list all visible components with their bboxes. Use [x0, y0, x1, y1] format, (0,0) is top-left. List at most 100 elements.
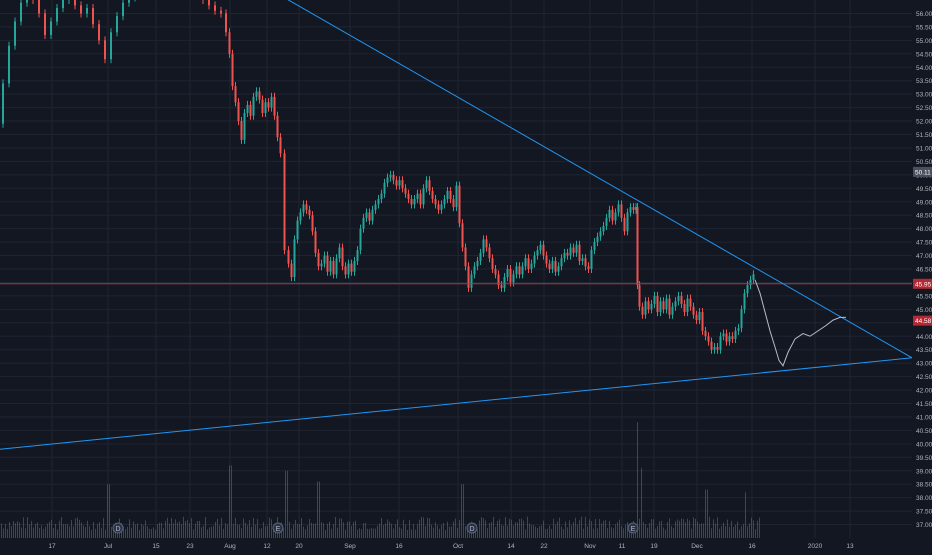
price-tag: 44.58 — [913, 315, 932, 326]
candle-body — [314, 231, 317, 253]
candle-body — [635, 207, 637, 210]
price-tick-label: 44.00 — [916, 334, 932, 341]
candle-body — [14, 21, 16, 46]
volume-bar — [383, 525, 384, 538]
candle-body — [228, 32, 231, 54]
candle-body — [461, 223, 464, 248]
candle-body — [491, 258, 494, 269]
volume-bar — [185, 521, 186, 538]
volume-bar — [239, 524, 240, 538]
volume-bar — [689, 520, 690, 538]
event-marker-circle — [466, 522, 478, 534]
volume-bar — [295, 519, 296, 538]
volume-bar — [581, 516, 582, 538]
candle-body — [255, 91, 258, 97]
candle-body — [644, 301, 647, 315]
candle-body — [38, 0, 40, 14]
volume-bar — [679, 520, 680, 538]
candle-body — [636, 207, 639, 286]
volume-bar — [109, 484, 110, 538]
candle-body — [665, 298, 668, 310]
candle-body — [329, 260, 332, 272]
volume-bar — [55, 523, 56, 538]
volume-bar — [463, 484, 464, 538]
candle-body — [680, 295, 683, 304]
volume-bar — [61, 517, 62, 538]
volume-bar — [655, 528, 656, 538]
volume-bar — [637, 422, 638, 538]
candle-body — [587, 266, 590, 269]
candle-body — [368, 212, 371, 221]
volume-bar — [499, 519, 500, 538]
volume-bar — [231, 465, 232, 538]
candle-body — [208, 0, 210, 6]
volume-bar — [447, 521, 448, 538]
volume-bar — [407, 529, 408, 538]
price-tag-label: 50.11 — [915, 169, 931, 176]
volume-bar — [681, 518, 682, 538]
candle-body — [614, 212, 617, 221]
candle-body — [578, 244, 581, 261]
volume-bar — [191, 518, 192, 538]
candle-body — [692, 306, 695, 315]
volume-bar — [233, 523, 234, 538]
volume-bar — [101, 528, 102, 538]
price-tick-label: 41.00 — [916, 414, 932, 421]
volume-bar — [95, 528, 96, 538]
volume-bar — [413, 523, 414, 538]
volume-bar — [309, 518, 310, 538]
volume-bar — [369, 528, 370, 538]
volume-bar — [67, 523, 68, 538]
volume-bar — [615, 524, 616, 538]
candle-body — [332, 260, 335, 275]
price-tag-background — [913, 166, 932, 177]
time-tick-label: Sep — [344, 543, 356, 550]
volume-bar — [509, 518, 510, 538]
event-marker-circle — [112, 522, 124, 534]
volume-bar — [389, 521, 390, 538]
candle-body — [428, 180, 431, 191]
candle-body — [656, 295, 659, 313]
volume-bar — [157, 524, 158, 538]
volume-bar — [97, 523, 98, 538]
candle-body — [362, 217, 365, 229]
price-tick-label: 55.00 — [916, 38, 932, 45]
volume-bar — [467, 529, 468, 538]
volume-bar — [339, 518, 340, 538]
price-tick-label: 56.00 — [916, 11, 932, 18]
volume-bar — [441, 524, 442, 538]
price-tick-label: 46.50 — [916, 267, 932, 274]
volume-bar — [263, 522, 264, 538]
time-tick-label: Dec — [691, 543, 703, 550]
candle-body — [485, 239, 488, 248]
candle-body — [527, 258, 530, 269]
volume-bar — [235, 517, 236, 538]
volume-bar — [313, 523, 314, 538]
candle-body — [434, 199, 437, 205]
candle-body — [536, 250, 539, 256]
volume-bar — [505, 517, 506, 538]
volume-bar — [271, 519, 272, 538]
candle-body — [584, 258, 587, 267]
volume-bar — [59, 520, 60, 538]
candle-body — [56, 8, 58, 22]
candle-body — [240, 121, 243, 140]
candle-body — [506, 269, 509, 278]
volume-bar — [685, 522, 686, 538]
volume-bar — [451, 526, 452, 538]
candle-body — [629, 207, 632, 213]
volume-bar — [481, 517, 482, 538]
candle-body — [264, 102, 267, 113]
volume-bar — [533, 525, 534, 538]
volume-bar — [503, 525, 504, 538]
volume-bar — [319, 481, 320, 538]
time-tick-label: 20 — [295, 543, 303, 550]
candle-body — [422, 188, 425, 205]
volume-bar — [415, 529, 416, 538]
volume-bar — [129, 519, 130, 538]
volume-bar — [395, 524, 396, 538]
volume-bar — [213, 525, 214, 538]
candle-body — [593, 242, 596, 251]
